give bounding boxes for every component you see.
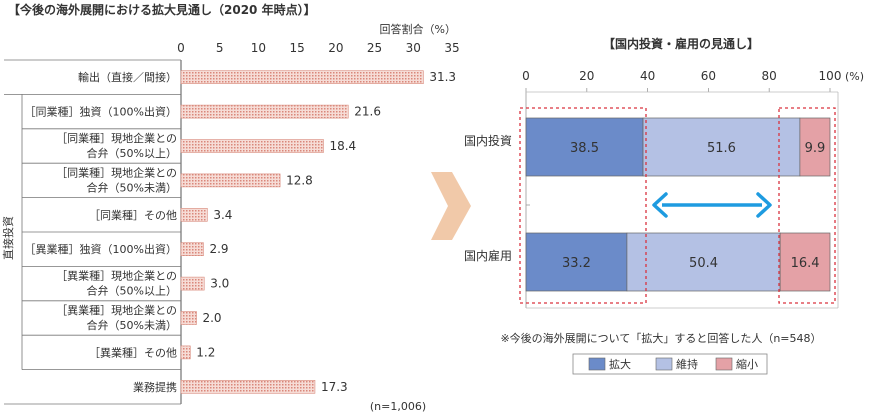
- right-tick-label: 40: [640, 69, 655, 83]
- double-arrow-right-icon: [756, 192, 772, 218]
- right-bar-segment: [779, 232, 831, 292]
- left-category-label: ［同業種］独資（100%出資）: [25, 105, 177, 119]
- left-bar-value: 17.3: [321, 380, 348, 394]
- left-category-label: 合弁（50%以上）: [87, 284, 177, 298]
- right-bars: 国内投資 38.5 51.6 9.9 国内雇用 33.2 50.4 16.4: [464, 117, 831, 292]
- left-bar-value: 12.8: [286, 173, 313, 187]
- left-tick-label: 20: [328, 41, 343, 55]
- left-category-label: ［異業種］現地企業との: [56, 303, 177, 317]
- left-sample-note: (n=1,006): [370, 400, 426, 413]
- right-tick-label: 80: [762, 69, 777, 83]
- right-tick-label: 100: [819, 69, 842, 83]
- right-tick-label: 20: [579, 69, 594, 83]
- right-bar-segment: [626, 232, 781, 292]
- left-group-label: 直接投資: [1, 216, 15, 260]
- right-segment-value: 33.2: [562, 256, 591, 271]
- left-tick-label: 10: [251, 41, 266, 55]
- left-bar-value: 18.4: [329, 139, 356, 153]
- left-bar-value: 1.2: [196, 345, 215, 359]
- left-bar: [180, 345, 191, 360]
- left-bar: [180, 208, 208, 222]
- left-chart-title: 【今後の海外展開における拡大見通し（2020 年時点）】: [8, 2, 316, 17]
- left-bar: [180, 70, 424, 84]
- left-category-label: ［同業種］その他: [89, 208, 177, 222]
- left-bar: [180, 139, 324, 153]
- left-bars: 輸出（直接／間接） 31.3 ［同業種］独資（100%出資） 21.6 ［同業種］現地企…: [4, 59, 456, 405]
- left-bar-value: 3.4: [213, 208, 232, 222]
- left-tick-label: 30: [406, 41, 421, 55]
- left-bar: [180, 379, 316, 394]
- left-x-axis: 0 5 10 15 20 25 30 35: [177, 41, 460, 404]
- legend-swatch: [588, 357, 606, 371]
- left-bar: [180, 242, 204, 256]
- left-tick-label: 35: [444, 41, 459, 55]
- right-segment-value: 51.6: [707, 141, 736, 156]
- right-segment-value: 9.9: [805, 141, 826, 156]
- right-chart-title: 【国内投資・雇用の見通し】: [603, 36, 759, 51]
- left-bar-value: 31.3: [429, 70, 456, 84]
- left-tick-label: 0: [177, 41, 185, 55]
- right-segment-value: 38.5: [570, 141, 599, 156]
- highlight-expand-box: [519, 107, 647, 304]
- left-category-label: 業務提携: [133, 380, 177, 394]
- right-tick-label: 0: [522, 69, 530, 83]
- left-bar: [180, 104, 349, 119]
- left-category-label: 輸出（直接／間接）: [78, 70, 177, 84]
- left-tick-label: 25: [367, 41, 382, 55]
- left-category-label: ［異業種］現地企業との: [56, 269, 177, 283]
- left-unit-label: 回答割合（%）: [380, 22, 456, 36]
- right-note: ※今後の海外展開について「拡大」すると回答した人（n=548）: [500, 331, 821, 345]
- legend-label: 維持: [676, 357, 698, 371]
- left-bar: [180, 276, 205, 291]
- highlight-shrink-box: [778, 107, 836, 304]
- right-bar-segment: [525, 232, 628, 292]
- right-tick-label: 60: [701, 69, 716, 83]
- right-category-label: 国内投資: [464, 133, 512, 148]
- left-bar-value: 2.9: [209, 242, 228, 256]
- right-bar-segment: [642, 117, 801, 177]
- left-category-label: ［同業種］現地企業との: [56, 131, 177, 145]
- legend-swatch: [655, 357, 673, 371]
- left-category-label: ［異業種］その他: [89, 345, 177, 359]
- left-bar-value: 3.0: [210, 277, 229, 291]
- right-unit-label: (%): [845, 70, 864, 83]
- left-category-label: 合弁（50%未満）: [87, 318, 177, 332]
- left-category-label: ［同業種］現地企業との: [56, 165, 177, 179]
- transition-chevron-icon: [431, 172, 471, 240]
- left-tick-label: 5: [216, 41, 224, 55]
- left-category-label: ［異業種］独資（100%出資）: [25, 242, 177, 256]
- left-bar-value: 2.0: [202, 311, 221, 325]
- right-bar-segment: [799, 117, 831, 177]
- left-bar-value: 21.6: [354, 105, 381, 119]
- left-category-label: 合弁（50%未満）: [87, 180, 177, 194]
- right-segment-value: 16.4: [791, 256, 820, 271]
- legend-swatch: [715, 357, 733, 371]
- double-arrow-left-icon: [652, 192, 668, 218]
- legend-label: 拡大: [609, 357, 631, 371]
- left-category-label: 合弁（50%以上）: [87, 146, 177, 160]
- right-segment-value: 50.4: [689, 256, 718, 271]
- right-annotations: [519, 107, 836, 304]
- left-tick-label: 15: [290, 41, 305, 55]
- left-bar: [180, 311, 197, 325]
- right-legend: 拡大 維持 縮小: [572, 353, 768, 375]
- right-category-label: 国内雇用: [464, 248, 512, 263]
- legend-label: 縮小: [736, 357, 758, 371]
- left-bar: [180, 173, 281, 188]
